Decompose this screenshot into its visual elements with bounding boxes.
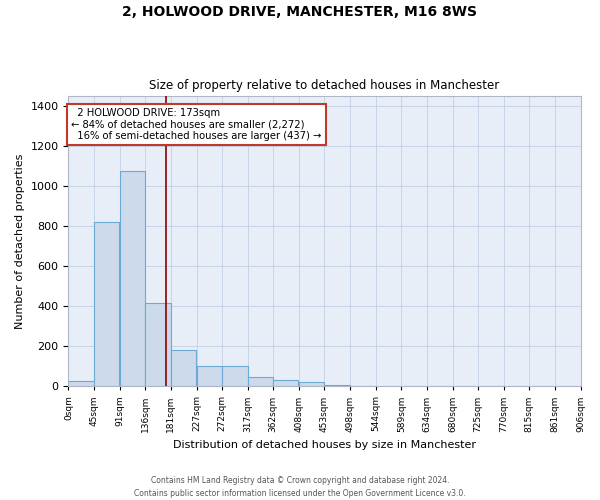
Bar [197, 366, 222, 386]
Bar [94, 222, 119, 386]
Bar [222, 366, 248, 386]
Text: 2, HOLWOOD DRIVE, MANCHESTER, M16 8WS: 2, HOLWOOD DRIVE, MANCHESTER, M16 8WS [122, 5, 478, 19]
Bar [68, 382, 94, 386]
Bar [325, 384, 350, 386]
Bar [171, 350, 196, 387]
Text: 2 HOLWOOD DRIVE: 173sqm
← 84% of detached houses are smaller (2,272)
  16% of se: 2 HOLWOOD DRIVE: 173sqm ← 84% of detache… [71, 108, 322, 141]
Bar [145, 303, 171, 386]
Bar [299, 382, 325, 386]
Text: Contains HM Land Registry data © Crown copyright and database right 2024.
Contai: Contains HM Land Registry data © Crown c… [134, 476, 466, 498]
Bar [248, 376, 273, 386]
X-axis label: Distribution of detached houses by size in Manchester: Distribution of detached houses by size … [173, 440, 476, 450]
Title: Size of property relative to detached houses in Manchester: Size of property relative to detached ho… [149, 79, 500, 92]
Bar [120, 171, 145, 386]
Bar [273, 380, 298, 386]
Y-axis label: Number of detached properties: Number of detached properties [15, 154, 25, 329]
